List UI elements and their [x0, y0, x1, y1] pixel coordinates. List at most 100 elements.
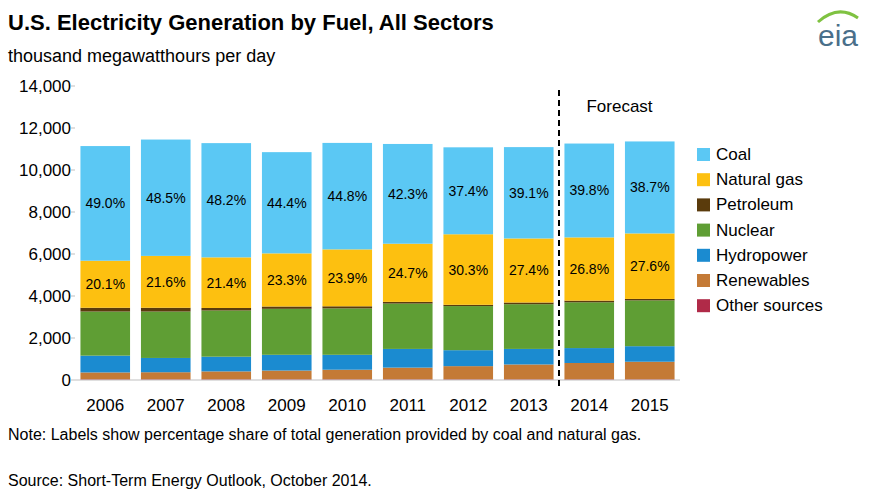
data-label: 44.4%	[267, 195, 307, 211]
y-tick-label: 8,000	[28, 203, 71, 222]
data-label: 38.7%	[630, 179, 670, 195]
data-label: 44.8%	[327, 188, 367, 204]
background	[0, 0, 871, 497]
forecast-label: Forecast	[586, 97, 652, 116]
x-tick-label: 2014	[570, 396, 608, 415]
x-tick-label: 2006	[86, 396, 124, 415]
bar-segment	[262, 253, 312, 306]
y-tick-label: 14,000	[19, 77, 71, 96]
bar-segment	[141, 312, 191, 358]
bar-segment	[322, 306, 372, 308]
legend-label: Coal	[716, 145, 751, 164]
bar-segment	[80, 312, 130, 356]
bar-segment	[141, 256, 191, 308]
y-tick-label: 2,000	[28, 329, 71, 348]
y-tick	[71, 296, 75, 297]
bar-segment	[201, 357, 251, 372]
subtitle: thousand megawatthours per day	[8, 46, 275, 66]
bar-segment	[262, 355, 312, 371]
logo-arc	[818, 12, 858, 22]
x-tick-label: 2010	[328, 396, 366, 415]
bar-segment	[504, 349, 554, 365]
bar-segment	[564, 363, 614, 379]
bar-segment	[322, 143, 372, 249]
legend-swatch	[697, 173, 710, 186]
bar-segment	[80, 308, 130, 312]
bar-segment	[201, 371, 251, 379]
legend-label: Nuclear	[716, 221, 775, 240]
bar-segment	[383, 302, 433, 304]
bar-segment	[443, 366, 493, 379]
bar-segment	[383, 368, 433, 380]
y-tick	[71, 212, 75, 213]
note: Note: Labels show percentage share of to…	[8, 426, 641, 443]
legend-swatch	[697, 299, 710, 312]
y-tick	[71, 170, 75, 171]
bar-segment	[564, 237, 614, 300]
bar-segment	[141, 358, 191, 372]
data-label: 27.6%	[630, 258, 670, 274]
data-label: 24.7%	[388, 265, 428, 281]
y-tick	[71, 380, 75, 381]
x-tick-label: 2008	[207, 396, 245, 415]
legend-swatch	[697, 274, 710, 287]
bar-segment	[80, 146, 130, 261]
bar-segment	[262, 371, 312, 380]
bar-segment	[504, 364, 554, 379]
bar-segment	[141, 372, 191, 379]
logo: eia	[818, 19, 858, 52]
bar-segment	[443, 305, 493, 306]
bar-segment	[383, 349, 433, 368]
legend-label: Other sources	[716, 296, 823, 315]
bar-segment	[141, 140, 191, 256]
y-tick-label: 4,000	[28, 287, 71, 306]
bar-segment	[625, 233, 675, 299]
bar-segment	[80, 356, 130, 373]
data-label: 39.1%	[509, 185, 549, 201]
bar-segment	[625, 141, 675, 233]
y-tick-label: 0	[62, 371, 71, 390]
bar-segment	[564, 302, 614, 348]
data-label: 26.8%	[569, 261, 609, 277]
data-label: 23.3%	[267, 272, 307, 288]
bar-segment	[201, 257, 251, 308]
legend-label: Natural gas	[716, 170, 803, 189]
bar-segment	[80, 261, 130, 308]
y-tick-label: 10,000	[19, 161, 71, 180]
bar-segment	[322, 355, 372, 370]
bar-segment	[322, 370, 372, 380]
y-tick	[71, 128, 75, 129]
bar-segment	[504, 303, 554, 305]
bar-segment	[262, 309, 312, 355]
bar-segment	[383, 144, 433, 244]
bar-segment	[141, 308, 191, 312]
bar-segment	[625, 362, 675, 380]
bar-segment	[322, 308, 372, 354]
data-label: 21.4%	[206, 275, 246, 291]
bar-segment	[383, 304, 433, 349]
data-label: 48.5%	[146, 190, 186, 206]
bar-segment	[564, 348, 614, 363]
bar-segment	[443, 234, 493, 305]
y-tick-label: 6,000	[28, 245, 71, 264]
legend-swatch	[697, 224, 710, 237]
chart: U.S. Electricity Generation by Fuel, All…	[0, 0, 871, 497]
source: Source: Short-Term Energy Outlook, Octob…	[8, 472, 372, 489]
bar-segment	[443, 147, 493, 234]
legend-swatch	[697, 249, 710, 262]
legend-label: Hydropower	[716, 246, 808, 265]
x-axis	[75, 380, 680, 381]
data-label: 37.4%	[448, 183, 488, 199]
bar-segment	[262, 152, 312, 253]
bar-segment	[564, 144, 614, 238]
bar-segment	[262, 307, 312, 309]
x-tick-label: 2011	[389, 396, 426, 415]
bar-segment	[322, 249, 372, 306]
legend-swatch	[697, 148, 710, 161]
x-tick-label: 2007	[147, 396, 185, 415]
x-tick-label: 2012	[449, 396, 487, 415]
y-tick	[71, 86, 75, 87]
bar-segment	[625, 300, 675, 346]
bar-segment	[625, 299, 675, 300]
data-label: 23.9%	[327, 270, 367, 286]
